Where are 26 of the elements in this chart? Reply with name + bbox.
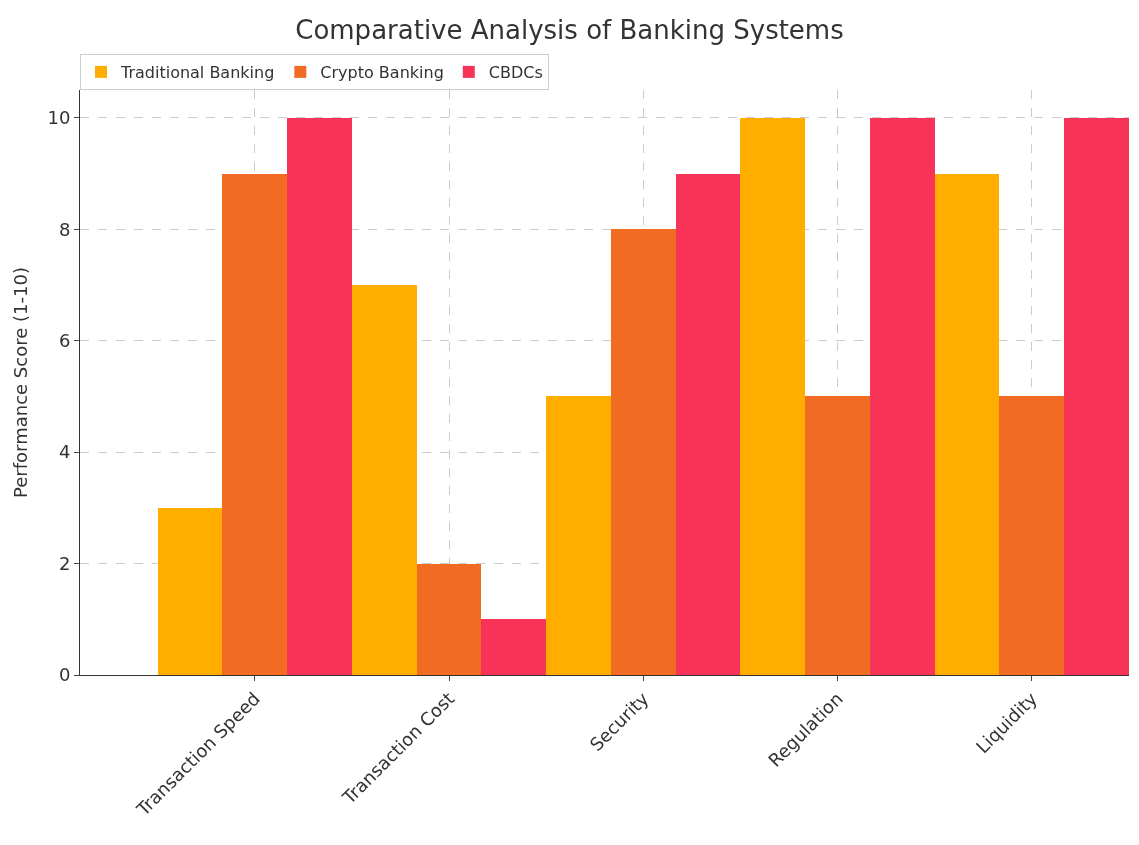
y-tick-label: 4 (58, 441, 71, 463)
legend-label: Traditional Banking (120, 63, 275, 83)
bar (740, 118, 805, 675)
bar (870, 118, 935, 675)
bar (287, 118, 352, 675)
bar (805, 396, 870, 675)
bar (999, 396, 1064, 675)
legend-label: Crypto Banking (320, 63, 444, 83)
y-tick-label: 6 (58, 330, 71, 352)
bar (935, 174, 999, 675)
y-axis-title: Performance Score (1-10) (9, 267, 31, 498)
legend-label: CBDCs (488, 63, 543, 83)
bar (158, 508, 222, 675)
bar (222, 174, 287, 675)
bar (1064, 118, 1129, 675)
bar (611, 229, 676, 675)
chart-title: Comparative Analysis of Banking Systems (295, 15, 844, 46)
bar (676, 174, 740, 675)
bar (546, 396, 611, 675)
y-tick-label: 2 (58, 552, 71, 574)
y-tick-label: 0 (58, 664, 71, 686)
bar (417, 564, 481, 675)
bar (481, 619, 546, 675)
bar (352, 285, 417, 675)
y-tick-label: 10 (47, 107, 71, 129)
y-tick-label: 8 (58, 218, 71, 240)
